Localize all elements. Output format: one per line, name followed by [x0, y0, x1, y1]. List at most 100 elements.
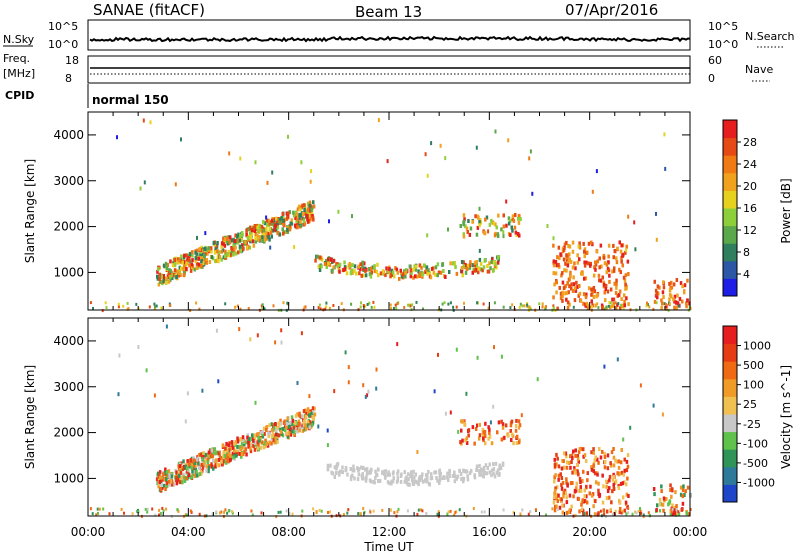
velocity-cell: [302, 422, 306, 427]
velocity-cell: [310, 423, 313, 428]
velocity-cell: [642, 513, 645, 517]
power-cell: [218, 255, 222, 260]
power-cell: [306, 207, 310, 212]
velocity-cell: [639, 509, 642, 513]
power-cell: [426, 271, 429, 276]
power-cell: [565, 290, 569, 295]
velocity-colorbar-swatch: [723, 414, 737, 433]
power-cell: [183, 270, 186, 275]
power-cell: [429, 275, 433, 280]
power-cell: [528, 156, 531, 161]
power-cell: [558, 285, 561, 290]
power-cell: [217, 259, 220, 264]
power-cell: [688, 301, 691, 306]
velocity-cell: [89, 507, 92, 511]
power-cell: [412, 275, 415, 280]
velocity-cell: [153, 393, 156, 398]
velocity-cell: [264, 438, 267, 443]
power-cell: [664, 166, 667, 171]
power-cell: [262, 228, 265, 233]
power-cell: [363, 261, 366, 266]
power-cell: [655, 301, 658, 305]
velocity-cell: [311, 414, 314, 419]
power-cell: [239, 233, 242, 238]
power-cell: [288, 210, 291, 215]
power-cell: [583, 263, 587, 268]
velocity-cell: [492, 467, 496, 472]
power-cell: [306, 214, 309, 218]
power-cell: [560, 273, 563, 278]
power-cell: [318, 255, 321, 260]
power-colorbar-swatch: [723, 120, 737, 139]
velocity-cell: [421, 479, 425, 484]
velocity-cell: [453, 470, 456, 475]
power-cell: [165, 266, 169, 271]
power-cell: [209, 246, 213, 251]
power-cell: [478, 248, 481, 253]
power-cell: [492, 221, 495, 226]
power-cell: [486, 269, 490, 274]
velocity-cell: [597, 488, 600, 493]
velocity-cell: [202, 451, 205, 456]
power-cell: [468, 263, 472, 268]
power-cell: [611, 269, 614, 274]
velocity-cell: [673, 508, 676, 513]
velocity-cell: [362, 466, 365, 470]
power-cell: [320, 264, 323, 269]
power-ytick-label: 1000: [53, 265, 84, 279]
velocity-cell: [178, 473, 181, 478]
power-cell: [261, 307, 264, 310]
velocity-cell: [673, 505, 677, 510]
velocity-cell: [202, 462, 206, 467]
power-cell: [156, 274, 159, 279]
power-cell: [334, 262, 338, 267]
power-cell: [274, 216, 278, 221]
velocity-cell: [306, 423, 310, 428]
velocity-cell: [301, 509, 304, 513]
velocity-cell: [214, 451, 217, 456]
velocity-cell: [261, 429, 264, 434]
power-colorbar-tick-label: 4: [743, 268, 750, 281]
power-cell: [421, 272, 424, 277]
nave-label: Nave: [745, 63, 773, 76]
velocity-cell: [583, 453, 587, 458]
velocity-cell: [566, 460, 569, 465]
velocity-cell: [396, 476, 400, 481]
power-cell: [292, 210, 295, 215]
power-cell: [116, 135, 118, 140]
velocity-cell: [470, 468, 473, 473]
velocity-cell: [249, 446, 252, 451]
velocity-cell: [419, 475, 422, 479]
velocity-cell: [424, 478, 427, 483]
power-cell: [252, 226, 255, 231]
velocity-cell: [291, 418, 295, 423]
power-cell: [555, 280, 558, 285]
power-cell: [598, 278, 601, 283]
velocity-cell: [447, 478, 450, 482]
power-cell: [388, 267, 391, 271]
power-cell: [658, 285, 661, 290]
power-cell: [601, 305, 604, 310]
velocity-cell: [243, 450, 246, 454]
velocity-cell: [681, 494, 685, 499]
velocity-cell: [357, 467, 361, 472]
velocity-cell: [438, 469, 441, 474]
velocity-cell: [446, 512, 449, 516]
power-cell: [590, 292, 593, 297]
power-cell: [625, 296, 628, 301]
power-cell: [355, 271, 358, 276]
power-cell: [359, 305, 362, 309]
power-cell: [444, 275, 447, 279]
velocity-cell: [181, 475, 184, 480]
velocity-cell: [667, 502, 670, 507]
power-cell: [554, 271, 558, 276]
power-cell: [251, 227, 254, 232]
count-tick-right-bottom: 10^0: [708, 38, 738, 51]
power-cell: [273, 227, 276, 232]
power-cell: [205, 260, 208, 265]
velocity-cell: [412, 479, 415, 484]
power-cell: [196, 235, 198, 240]
power-cell: [337, 209, 340, 214]
velocity-cell: [580, 500, 584, 505]
velocity-cell: [476, 355, 479, 360]
